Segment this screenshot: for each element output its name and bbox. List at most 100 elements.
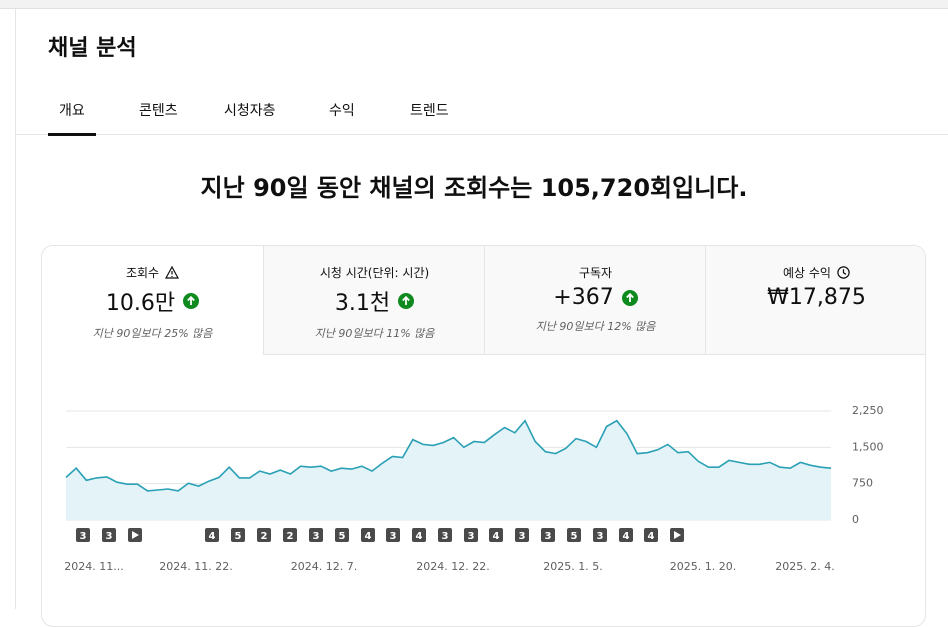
marker-label: 3 xyxy=(597,531,604,542)
marker-label: 4 xyxy=(623,531,630,542)
x-tick-label: 2025. 1. 5. xyxy=(543,560,602,573)
marker-label: 4 xyxy=(493,531,500,542)
marker-label: 2 xyxy=(261,531,268,542)
metric-tab[interactable]: 구독자 +367 지난 90일보다 12% 많음 xyxy=(484,246,706,355)
x-tick-label: 2025. 2. 4. xyxy=(775,560,834,573)
marker-label: 5 xyxy=(339,531,346,542)
analytics-card: 조회수 10.6만 지난 90일보다 25% 많음 시청 시간(단위: 시간) … xyxy=(41,245,926,627)
marker-label: 3 xyxy=(80,531,87,542)
y-tick-label: 2,250 xyxy=(852,404,884,417)
tab[interactable]: 개요 xyxy=(48,100,96,136)
marker-badge xyxy=(412,528,426,542)
x-tick-label: 2024. 11... xyxy=(64,560,123,573)
metric-note: 지난 90일보다 12% 많음 xyxy=(535,320,656,333)
y-tick-label: 0 xyxy=(852,513,859,526)
headline-text: 일 동안 채널의 조회수는 xyxy=(286,174,541,202)
metric-label: 조회수 xyxy=(125,266,160,280)
marker-badge xyxy=(619,528,633,542)
up-icon xyxy=(398,293,415,309)
marker-label: 4 xyxy=(416,531,423,542)
marker-label: 4 xyxy=(209,531,216,542)
marker-badge xyxy=(76,528,90,542)
up-icon xyxy=(621,289,638,306)
clock-icon xyxy=(837,266,850,279)
event-marker: 5 xyxy=(335,528,349,542)
marker-badge xyxy=(386,528,400,542)
x-tick-label: 2024. 12. 22. xyxy=(416,560,489,573)
event-marker: 3 xyxy=(541,528,555,542)
metric-note: 지난 90일보다 25% 많음 xyxy=(92,327,213,340)
marker-badge xyxy=(283,528,297,542)
marker-label: 3 xyxy=(468,531,475,542)
marker-badge xyxy=(205,528,219,542)
metric-tab[interactable]: 조회수 10.6만 지난 90일보다 25% 많음 xyxy=(42,246,263,354)
metric-value: 10.6만 xyxy=(105,291,176,316)
marker-badge xyxy=(257,528,271,542)
x-tick-label: 2025. 1. 20. xyxy=(670,560,736,573)
warning-icon xyxy=(165,266,180,279)
marker-badge xyxy=(309,528,323,542)
marker-badge xyxy=(335,528,349,542)
tab[interactable]: 트렌드 xyxy=(410,103,449,119)
tab[interactable]: 콘텐츠 xyxy=(139,103,178,119)
marker-label: 2 xyxy=(287,531,294,542)
marker-label: 3 xyxy=(106,531,113,542)
headline-text: 지난 xyxy=(200,174,254,202)
headline-text: 90 xyxy=(253,174,287,202)
event-marker: 2 xyxy=(257,528,271,542)
marker-label: 5 xyxy=(235,531,242,542)
event-marker: 3 xyxy=(309,528,323,542)
views-chart: 0 750 1,500 2,250 3 3 4 5 2 2 3 5 4 3 4 3 3 4 3 3 5 3 4 4 2024. … xyxy=(64,404,884,573)
marker-label: 3 xyxy=(442,531,449,542)
metric-value-row: 10.6만 xyxy=(42,285,263,317)
marker-label: 4 xyxy=(365,531,372,542)
event-marker: 4 xyxy=(412,528,426,542)
metric-label: 예상 수익 xyxy=(783,266,831,280)
x-tick-label: 2024. 11. 22. xyxy=(159,560,232,573)
metric-value-row: 3.1천 xyxy=(264,285,485,317)
event-marker: 2 xyxy=(283,528,297,542)
metric-value-row: +367 xyxy=(485,285,706,310)
metric-label-row: 조회수 xyxy=(42,264,263,281)
metric-label-row: 예상 수익 xyxy=(706,264,925,281)
event-marker: 5 xyxy=(567,528,581,542)
event-marker xyxy=(670,528,684,542)
marker-badge xyxy=(541,528,555,542)
event-marker: 3 xyxy=(386,528,400,542)
marker-label: 3 xyxy=(313,531,320,542)
marker-label: 3 xyxy=(519,531,526,542)
area-fill xyxy=(66,420,831,520)
headline: 지난 90일 동안 채널의 조회수는 105,720회입니다. xyxy=(0,168,948,203)
event-marker: 4 xyxy=(489,528,503,542)
marker-badge xyxy=(464,528,478,542)
event-marker: 3 xyxy=(438,528,452,542)
marker-badge xyxy=(438,528,452,542)
metric-label: 시청 시간(단위: 시간) xyxy=(319,266,430,280)
metric-label: 구독자 xyxy=(578,266,613,280)
tab[interactable]: 시청자층 xyxy=(224,103,276,119)
event-marker: 3 xyxy=(464,528,478,542)
marker-badge xyxy=(361,528,375,542)
y-tick-label: 750 xyxy=(852,477,873,490)
marker-badge xyxy=(231,528,245,542)
event-marker: 3 xyxy=(76,528,90,542)
event-marker: 4 xyxy=(619,528,633,542)
marker-label: 5 xyxy=(571,531,578,542)
marker-label: 4 xyxy=(648,531,655,542)
metric-tab[interactable]: 시청 시간(단위: 시간) 3.1천 지난 90일보다 11% 많음 xyxy=(263,246,485,355)
headline-text: 회입니다. xyxy=(650,174,748,202)
marker-badge xyxy=(567,528,581,542)
metric-value: 3.1천 xyxy=(334,291,391,316)
marker-label: 3 xyxy=(545,531,552,542)
play-icon xyxy=(132,531,139,539)
event-marker: 3 xyxy=(593,528,607,542)
marker-badge xyxy=(644,528,658,542)
metric-note: 지난 90일보다 11% 많음 xyxy=(314,327,435,340)
event-marker: 4 xyxy=(644,528,658,542)
event-marker: 4 xyxy=(205,528,219,542)
metric-tab[interactable]: 예상 수익 ₩17,875 xyxy=(705,246,925,355)
event-marker: 3 xyxy=(515,528,529,542)
tab[interactable]: 수익 xyxy=(329,103,355,119)
play-icon xyxy=(674,531,681,539)
